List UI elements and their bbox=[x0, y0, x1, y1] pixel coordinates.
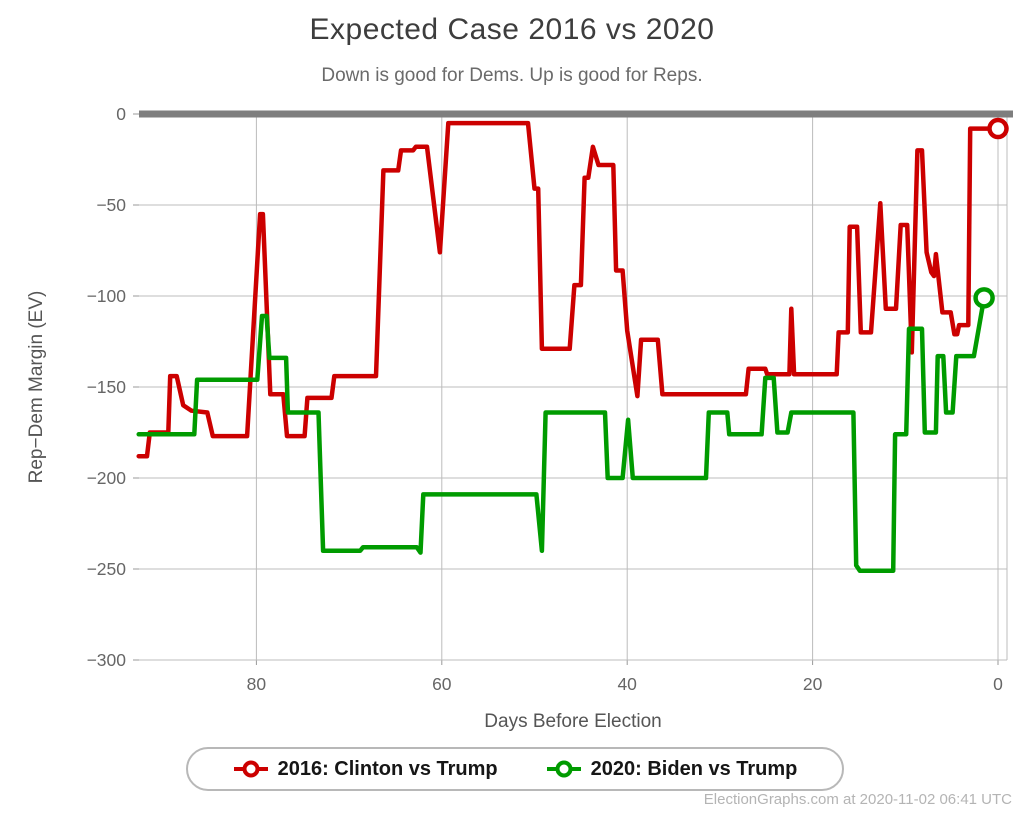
watermark-text: ElectionGraphs.com at 2020-11-02 06:41 U… bbox=[703, 791, 1012, 808]
svg-text:−300: −300 bbox=[87, 650, 127, 670]
legend-item-2020: 2020: Biden vs Trump bbox=[546, 757, 798, 781]
svg-text:0: 0 bbox=[993, 674, 1003, 694]
svg-text:−50: −50 bbox=[96, 195, 126, 215]
svg-text:20: 20 bbox=[803, 674, 823, 694]
x-axis-label: Days Before Election bbox=[484, 711, 662, 732]
svg-text:40: 40 bbox=[617, 674, 637, 694]
svg-text:80: 80 bbox=[247, 674, 267, 694]
legend-marker-2020-icon bbox=[546, 760, 581, 778]
svg-text:60: 60 bbox=[432, 674, 452, 694]
legend: 2016: Clinton vs Trump 2020: Biden vs Tr… bbox=[186, 747, 844, 791]
svg-text:0: 0 bbox=[116, 104, 126, 124]
svg-text:−250: −250 bbox=[87, 559, 127, 579]
chart-title: Expected Case 2016 vs 2020 bbox=[309, 13, 715, 46]
legend-label-2020: 2020: Biden vs Trump bbox=[590, 757, 798, 780]
legend-label-2016: 2016: Clinton vs Trump bbox=[277, 757, 498, 780]
svg-text:−150: −150 bbox=[87, 377, 127, 397]
y-axis-label: Rep−Dem Margin (EV) bbox=[26, 290, 47, 484]
chart-subtitle: Down is good for Dems. Up is good for Re… bbox=[321, 65, 703, 86]
legend-item-2016: 2016: Clinton vs Trump bbox=[233, 758, 498, 781]
svg-text:−200: −200 bbox=[87, 468, 127, 488]
legend-marker-2016-icon bbox=[233, 760, 268, 778]
svg-text:−100: −100 bbox=[87, 286, 127, 306]
